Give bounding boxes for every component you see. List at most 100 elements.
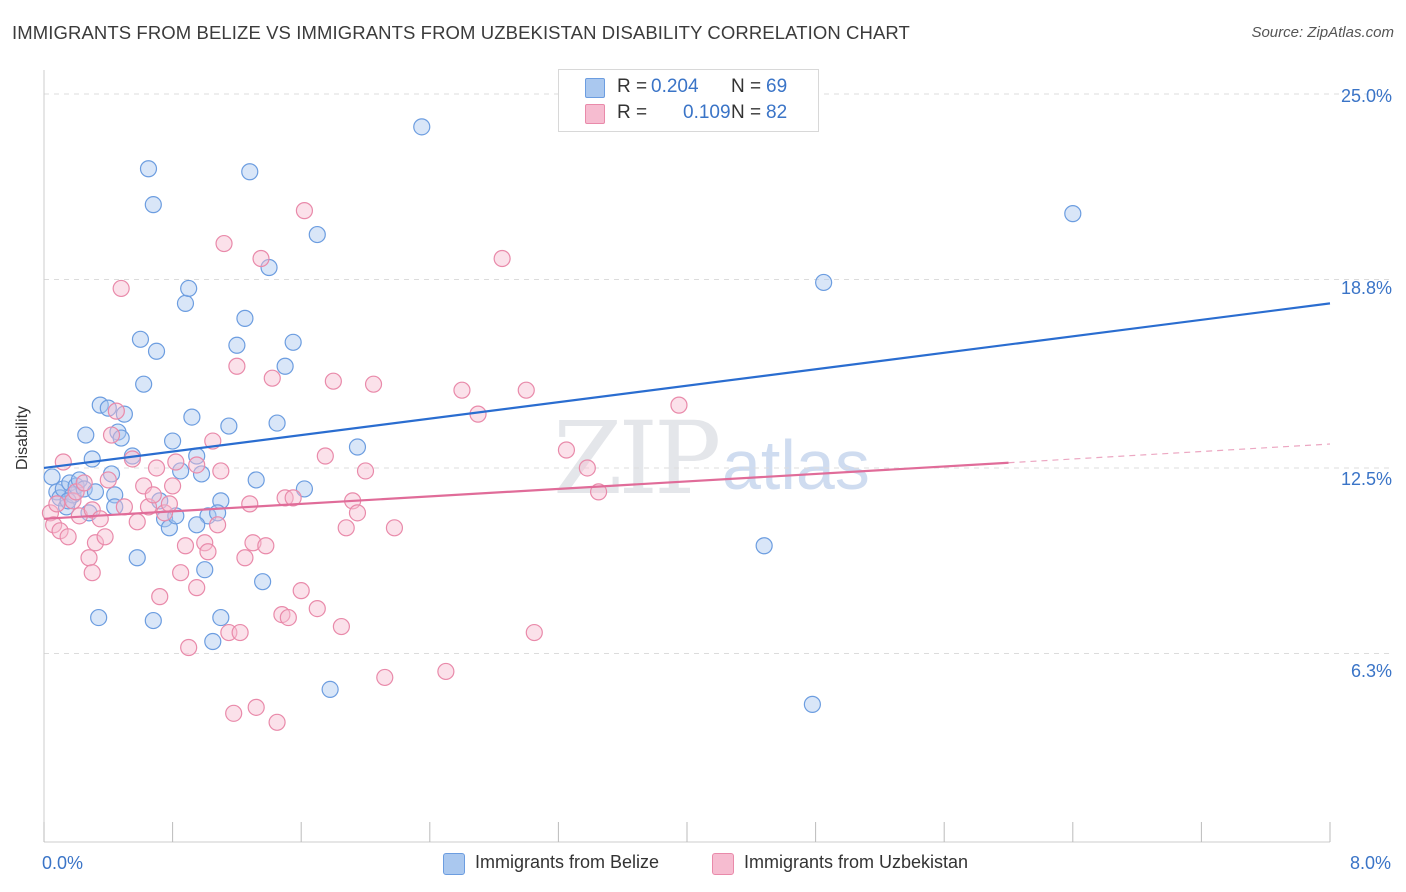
point-uzbekistan-74	[517, 381, 535, 399]
n-label: N =	[731, 102, 762, 123]
swatch-blue-icon	[585, 78, 605, 98]
point-uzbekistan-13	[91, 510, 109, 528]
point-uzbekistan-45	[236, 549, 254, 567]
y-tick-label-18-8: 18.8%	[1340, 278, 1392, 298]
point-belize-21	[131, 330, 150, 348]
point-belize-24	[144, 196, 162, 214]
point-belize-32	[176, 294, 195, 312]
legend-label: Immigrants from Belize	[475, 852, 660, 872]
y-tick-label-25: 25.0%	[1340, 86, 1392, 106]
point-uzbekistan-2	[48, 495, 66, 513]
point-belize-45	[247, 471, 265, 489]
point-uzbekistan-30	[167, 453, 185, 471]
point-belize-64	[212, 608, 230, 627]
point-belize-62	[90, 608, 108, 627]
point-uzbekistan-44	[231, 623, 249, 642]
point-belize-33	[180, 279, 198, 298]
watermark-zip: ZIP	[553, 400, 721, 517]
legend-label: Immigrants from Uzbekistan	[744, 852, 969, 872]
point-belize-53	[321, 680, 339, 698]
n-label: N =	[731, 76, 762, 97]
point-uzbekistan-12	[86, 534, 105, 552]
point-belize-50	[284, 333, 302, 351]
point-uzbekistan-67	[364, 375, 383, 393]
point-belize-22	[135, 375, 153, 393]
point-uzbekistan-66	[356, 462, 375, 480]
point-belize-36	[192, 465, 211, 483]
point-uzbekistan-4	[54, 453, 72, 471]
point-uzbekistan-79	[670, 396, 688, 414]
point-uzbekistan-29	[164, 477, 182, 495]
point-uzbekistan-20	[123, 450, 142, 468]
point-uzbekistan-10	[80, 549, 98, 567]
point-uzbekistan-46	[241, 495, 259, 513]
point-uzbekistan-21	[128, 513, 146, 531]
point-uzbekistan-73	[493, 249, 511, 268]
r-label: R =	[617, 76, 648, 97]
point-uzbekistan-71	[453, 381, 471, 399]
n-value: 82	[766, 102, 788, 123]
r-label: R =	[617, 102, 648, 123]
point-uzbekistan-52	[268, 713, 286, 731]
axes	[43, 70, 1331, 843]
point-belize-66	[188, 516, 206, 534]
point-uzbekistan-6	[64, 492, 82, 510]
point-belize-58	[815, 273, 833, 292]
point-uzbekistan-35	[196, 534, 214, 552]
point-uzbekistan-69	[385, 519, 404, 537]
point-uzbekistan-76	[557, 441, 576, 459]
trend-lines	[43, 302, 1331, 520]
point-uzbekistan-16	[102, 426, 121, 444]
point-belize-25	[147, 342, 166, 360]
point-belize-18	[112, 429, 130, 447]
point-uzbekistan-5	[59, 528, 77, 546]
point-belize-12	[86, 483, 105, 501]
point-uzbekistan-47	[244, 534, 262, 552]
point-uzbekistan-34	[188, 579, 206, 597]
point-uzbekistan-26	[151, 588, 169, 606]
chart-title: IMMIGRANTS FROM BELIZE VS IMMIGRANTS FRO…	[12, 22, 910, 43]
trend-line-belize	[43, 302, 1331, 470]
point-uzbekistan-33	[180, 638, 198, 657]
source-attribution: Source: ZipAtlas.com	[1251, 24, 1394, 41]
point-belize-60	[77, 426, 95, 444]
point-belize-11	[83, 450, 101, 468]
point-uzbekistan-60	[316, 447, 334, 465]
r-value: 0.204	[651, 76, 699, 97]
point-belize-37	[196, 561, 214, 579]
point-belize-48	[268, 414, 286, 432]
point-uzbekistan-68	[376, 668, 394, 687]
point-uzbekistan-75	[525, 623, 543, 642]
point-belize-55	[413, 118, 431, 136]
n-value: 69	[766, 76, 788, 97]
point-uzbekistan-81	[83, 564, 101, 582]
point-uzbekistan-40	[215, 234, 233, 253]
point-uzbekistan-32	[176, 537, 195, 555]
trend-line-uzbekistan	[43, 461, 1009, 520]
point-uzbekistan-36	[199, 543, 217, 561]
point-belize-63	[144, 611, 162, 630]
point-belize-51	[295, 480, 314, 498]
point-belize-61	[128, 549, 146, 567]
point-uzbekistan-43	[228, 357, 246, 375]
point-uzbekistan-77	[578, 459, 596, 477]
point-uzbekistan-39	[212, 462, 230, 480]
point-uzbekistan-48	[247, 698, 265, 716]
point-belize-57	[803, 695, 821, 713]
watermark-atlas: atlas	[722, 426, 870, 504]
point-uzbekistan-55	[279, 608, 297, 627]
point-belize-46	[254, 573, 272, 591]
point-uzbekistan-49	[252, 249, 270, 268]
legend-swatch-pink-icon	[712, 853, 734, 875]
point-uzbekistan-59	[308, 600, 326, 618]
point-belize-23	[139, 160, 158, 178]
point-uzbekistan-1	[45, 516, 63, 534]
y-axis-label: Disability	[14, 405, 31, 470]
y-tick-label-6-3: 6.3%	[1350, 661, 1392, 681]
point-belize-42	[228, 336, 246, 354]
point-belize-39	[204, 632, 222, 651]
point-belize-54	[348, 438, 367, 456]
trend-line-extension-uzbekistan	[1008, 443, 1331, 464]
point-belize-31	[172, 462, 190, 480]
